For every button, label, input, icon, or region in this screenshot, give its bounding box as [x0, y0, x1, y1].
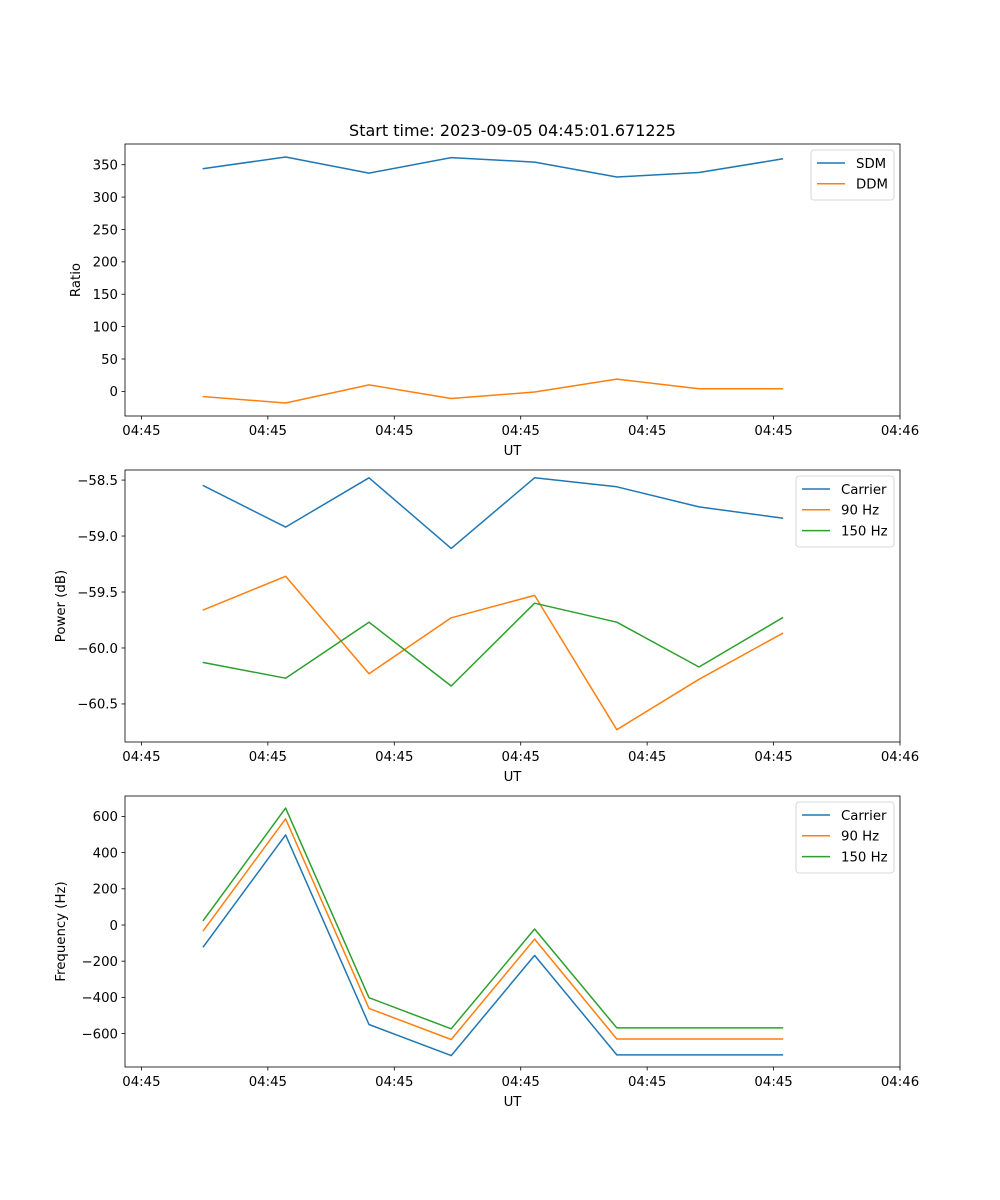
- x-tick-label: 04:45: [754, 1075, 792, 1090]
- x-tick-label: 04:45: [754, 750, 792, 765]
- y-tick-label: 100: [93, 320, 118, 335]
- series-line-carrier: [202, 834, 784, 1057]
- panel-1: 04:45 04:45 04:45 04:45 04:45 04:45 04:46 UT 0 50…: [69, 143, 919, 459]
- y-tick-label: 0: [110, 919, 118, 934]
- x-tick-label: 04:45: [628, 1075, 666, 1090]
- legend-box: [795, 801, 895, 874]
- x-axis-label: UT: [504, 444, 523, 459]
- x-tick-label: 04:45: [628, 424, 666, 439]
- series-line-90-hz: [202, 575, 784, 731]
- legend: Carrier 90 Hz 150 Hz: [795, 801, 895, 874]
- y-tick-label: −600: [81, 1027, 118, 1042]
- y-tick-label: −200: [81, 955, 118, 970]
- legend-label-ddm: DDM: [856, 178, 888, 193]
- legend: Carrier 90 Hz 150 Hz: [795, 475, 895, 548]
- x-tick-label: 04:45: [375, 750, 413, 765]
- figure-title: Start time: 2023-09-05 04:45:01.671225: [349, 121, 676, 140]
- y-tick-label: 0: [110, 385, 118, 400]
- x-axis-label: UT: [504, 1095, 523, 1110]
- panel-2: 04:45 04:45 04:45 04:45 04:45 04:45 04:46 UT −60…: [54, 469, 919, 785]
- legend: SDM DDM: [810, 149, 895, 201]
- legend-label-90-hz: 90 Hz: [841, 504, 879, 519]
- axes-frame: [124, 143, 901, 417]
- x-tick-label: 04:45: [249, 1075, 287, 1090]
- y-tick-label: 200: [93, 883, 118, 898]
- y-tick-label: −400: [81, 991, 118, 1006]
- x-tick-label: 04:45: [375, 424, 413, 439]
- x-tick-label: 04:45: [502, 1075, 540, 1090]
- legend-label-90-hz: 90 Hz: [841, 830, 879, 845]
- panel-3: 04:45 04:45 04:45 04:45 04:45 04:45 04:46 UT −60…: [54, 795, 919, 1110]
- y-tick-label: 250: [93, 223, 118, 238]
- y-tick-label: 350: [93, 159, 118, 174]
- y-tick-label: 600: [93, 810, 118, 825]
- y-tick-label: 150: [93, 288, 118, 303]
- y-axis-label: Frequency (Hz): [54, 881, 69, 981]
- x-tick-label: 04:45: [375, 1075, 413, 1090]
- x-tick-label: 04:46: [881, 750, 919, 765]
- legend-label-carrier: Carrier: [841, 483, 887, 498]
- y-tick-label: 400: [93, 846, 118, 861]
- y-tick-label: 200: [93, 256, 118, 271]
- y-axis-label: Power (dB): [54, 570, 69, 642]
- legend-label-carrier: Carrier: [841, 809, 887, 824]
- x-tick-label: 04:46: [881, 424, 919, 439]
- x-tick-label: 04:45: [249, 424, 287, 439]
- y-tick-label: −59.0: [77, 530, 118, 545]
- x-axis-label: UT: [504, 770, 523, 785]
- axes-frame: [124, 469, 901, 743]
- y-tick-label: −60.0: [77, 642, 118, 657]
- x-tick-label: 04:45: [502, 424, 540, 439]
- legend-label-150-hz: 150 Hz: [841, 850, 888, 865]
- series-line-carrier: [202, 477, 784, 550]
- y-tick-label: 50: [101, 353, 118, 368]
- series-line-sdm: [202, 156, 784, 178]
- y-tick-label: −59.5: [77, 586, 118, 601]
- series-line-150-hz: [202, 807, 784, 1030]
- x-tick-label: 04:46: [881, 1075, 919, 1090]
- y-tick-label: −58.5: [77, 474, 118, 489]
- legend-box: [795, 475, 895, 548]
- legend-label-sdm: SDM: [856, 157, 886, 172]
- x-tick-label: 04:45: [122, 424, 160, 439]
- series-line-150-hz: [202, 602, 784, 687]
- series-line-ddm: [202, 378, 784, 404]
- y-tick-label: −60.5: [77, 698, 118, 713]
- x-tick-label: 04:45: [122, 750, 160, 765]
- x-tick-label: 04:45: [249, 750, 287, 765]
- x-tick-label: 04:45: [754, 424, 792, 439]
- y-axis-label: Ratio: [69, 263, 84, 297]
- series-line-90-hz: [202, 818, 784, 1041]
- panels: 04:45 04:45 04:45 04:45 04:45 04:45 04:46 UT 0 50…: [54, 143, 919, 1110]
- axes-frame: [124, 795, 901, 1068]
- legend-label-150-hz: 150 Hz: [841, 524, 888, 539]
- y-tick-label: 300: [93, 191, 118, 206]
- x-tick-label: 04:45: [502, 750, 540, 765]
- x-tick-label: 04:45: [628, 750, 666, 765]
- x-tick-label: 04:45: [122, 1075, 160, 1090]
